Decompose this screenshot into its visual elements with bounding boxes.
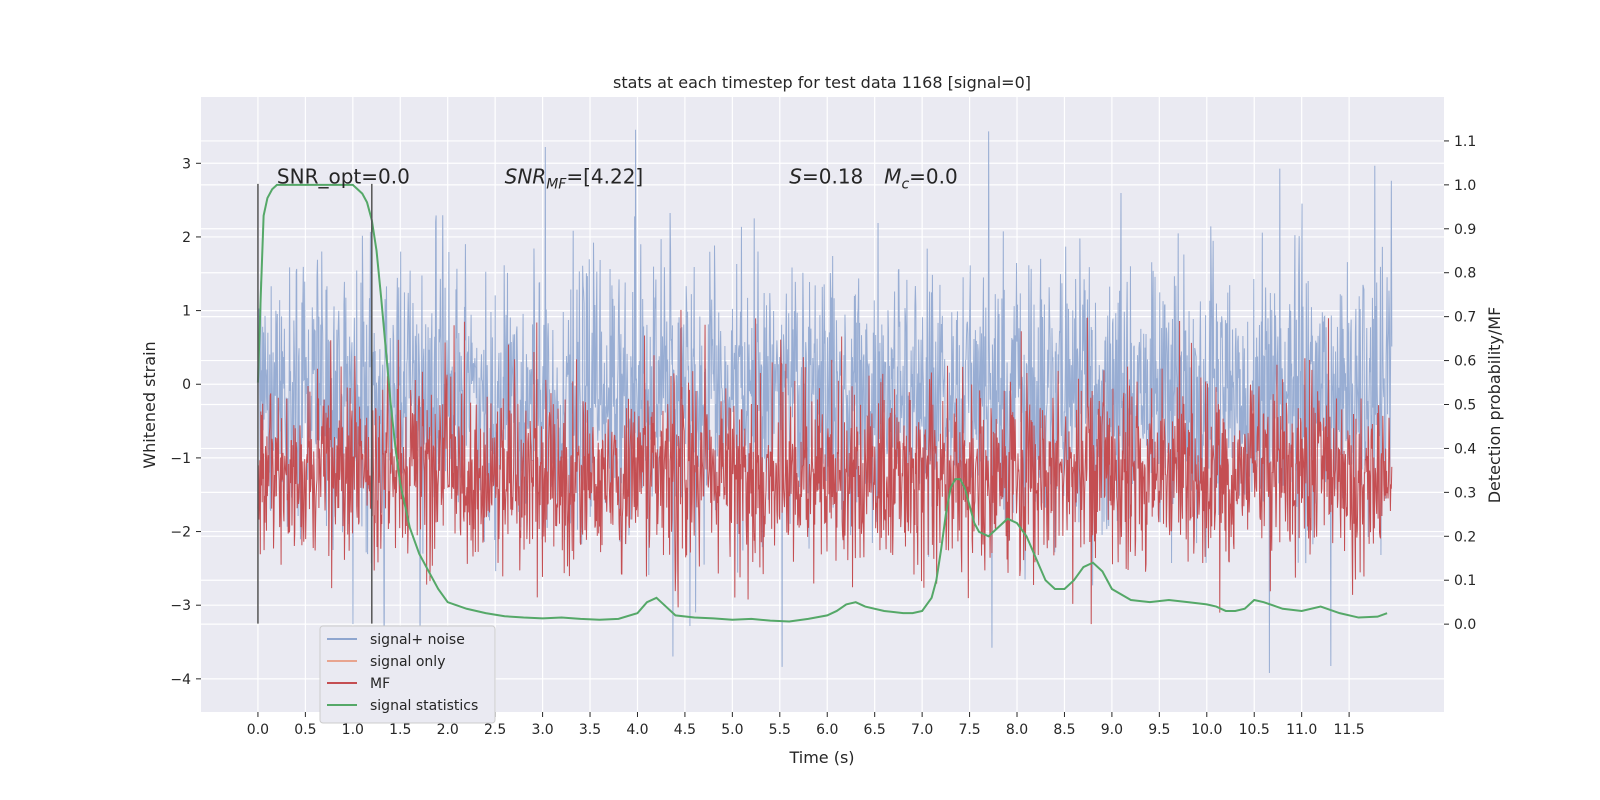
x-tick-label: 1.5: [389, 722, 411, 738]
x-tick-label: 0.5: [294, 722, 316, 738]
y-left-tick-label: −1: [170, 451, 191, 467]
legend-label: MF: [370, 676, 390, 692]
y-right-tick-label: 0.4: [1454, 441, 1476, 457]
y-right-tick-label: 0.1: [1454, 573, 1476, 589]
legend-label: signal statistics: [370, 698, 478, 714]
signal-statistics-series: [256, 183, 1388, 623]
y-left-tick-label: −3: [170, 598, 191, 614]
x-tick-label: 6.5: [864, 722, 886, 738]
series-signal-noise-line: [257, 129, 1393, 682]
annotation-text: Mc=0.0: [884, 165, 958, 193]
x-tick-label: 0.0: [247, 722, 269, 738]
x-tick-labels: 0.0 0.5 1.0 1.5 2.0 2.5 3.0 3.5 4.0 4.5 5.0 5.5 6.0 6…: [247, 712, 1365, 738]
y-right-tick-labels: 1.1 1.0 0.9 0.8 0.7 0.6 0.5 0.4 0.3 0.2 0.1 0.0: [1444, 134, 1476, 633]
y-left-tick-label: 1: [182, 304, 191, 320]
x-tick-label: 8.0: [1006, 722, 1028, 738]
x-tick-label: 2.5: [484, 722, 506, 738]
y-right-tick-label: 0.6: [1454, 354, 1476, 370]
series-signal-statistics-line: [256, 183, 1388, 623]
x-tick-label: 9.0: [1101, 722, 1123, 738]
y-right-tick-label: 0.3: [1454, 485, 1476, 501]
y-right-tick-label: 0.9: [1454, 222, 1476, 238]
x-tick-label: 5.0: [721, 722, 743, 738]
chart-title: stats at each timestep for test data 116…: [613, 73, 1031, 92]
x-tick-label: 10.0: [1191, 722, 1222, 738]
annotations: SNR_opt=0.0 SNRMF=[4.22] S=0.18 Mc=0.0: [277, 165, 958, 193]
y-left-tick-label: 3: [182, 156, 191, 172]
signal-noise-series: [257, 129, 1393, 682]
x-tick-label: 2.0: [437, 722, 459, 738]
y-right-tick-label: 0.0: [1454, 617, 1476, 633]
x-tick-label: 7.5: [958, 722, 980, 738]
legend-items: signal+ noise signal only MF signal statist…: [327, 632, 478, 714]
y-left-tick-label: −2: [170, 525, 191, 541]
x-tick-label: 4.5: [674, 722, 696, 738]
x-tick-label: 10.5: [1239, 722, 1270, 738]
x-tick-label: 6.0: [816, 722, 838, 738]
x-tick-label: 3.5: [579, 722, 601, 738]
y-right-tick-label: 0.7: [1454, 310, 1476, 326]
y-right-axis-label: Detection probability/MF: [1485, 307, 1504, 504]
annotation-text: SNR_opt=0.0: [277, 165, 410, 189]
y-left-tick-label: 2: [182, 230, 191, 246]
series-mf-line: [257, 309, 1393, 625]
x-tick-label: 5.5: [769, 722, 791, 738]
annotation-text: S=0.18: [789, 165, 863, 189]
x-tick-label: 8.5: [1053, 722, 1075, 738]
y-right-tick-label: 1.0: [1454, 178, 1476, 194]
legend-label: signal+ noise: [370, 632, 465, 648]
legend-box: [319, 625, 496, 724]
x-axis-label: Time (s): [788, 748, 854, 767]
y-left-tick-labels: 3 2 1 0 −1 −2 −3 −4: [170, 156, 201, 688]
y-left-tick-label: −4: [170, 672, 191, 688]
mf-series: [257, 309, 1393, 625]
y-left-tick-label: 0: [182, 377, 191, 393]
annotation-text: SNRMF=[4.22]: [505, 165, 644, 193]
y-right-tick-label: 0.5: [1454, 398, 1476, 414]
legend-label: signal only: [370, 654, 445, 670]
x-tick-label: 11.5: [1334, 722, 1365, 738]
x-tick-label: 1.0: [342, 722, 364, 738]
x-tick-label: 11.0: [1286, 722, 1317, 738]
vertical-markers: [257, 183, 373, 624]
y-right-tick-label: 0.8: [1454, 266, 1476, 282]
x-tick-label: 7.0: [911, 722, 933, 738]
legend: signal+ noise signal only MF signal statist…: [319, 625, 496, 724]
x-tick-label: 4.0: [626, 722, 648, 738]
y-left-axis-label: Whitened strain: [140, 341, 159, 468]
x-tick-label: 9.5: [1148, 722, 1170, 738]
y-right-tick-label: 1.1: [1454, 134, 1476, 150]
x-tick-label: 3.0: [531, 722, 553, 738]
y-right-tick-label: 0.2: [1454, 529, 1476, 545]
